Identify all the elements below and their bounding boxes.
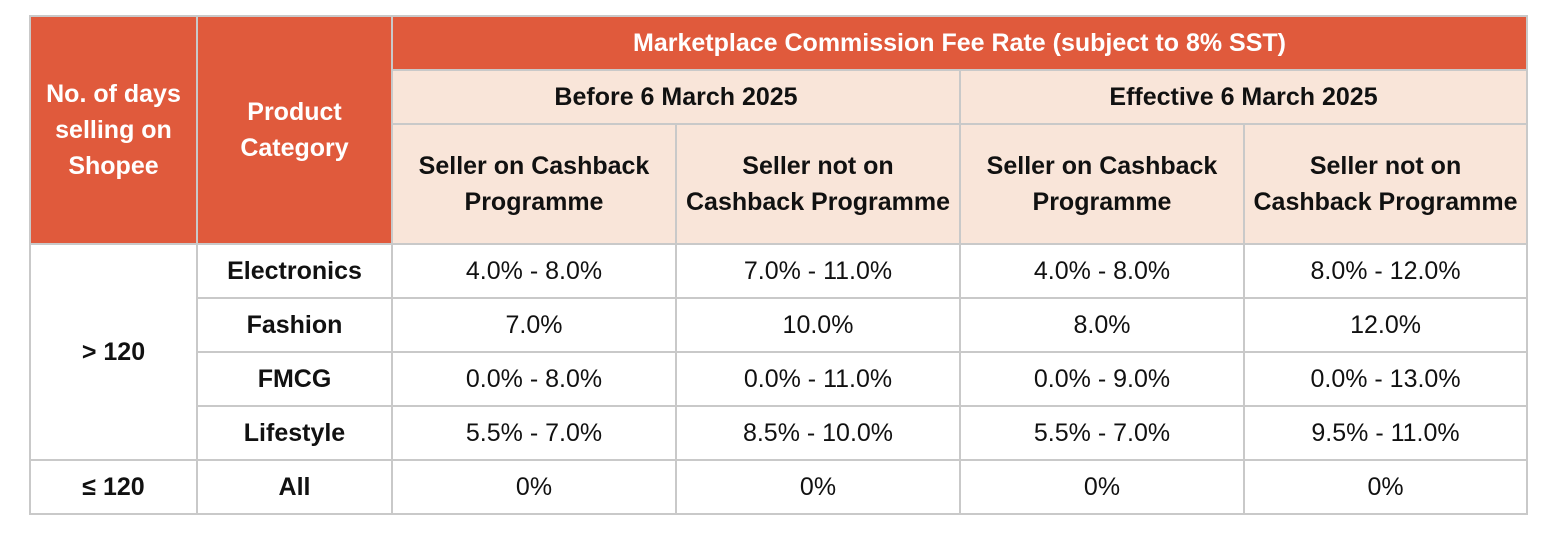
rate-cell: 4.0% - 8.0%	[959, 243, 1245, 299]
rate-cell: 8.0%	[959, 297, 1245, 353]
commission-rate-title: Marketplace Commission Fee Rate (subject…	[390, 15, 1529, 71]
table-row: ≤ 120 All 0% 0% 0% 0%	[29, 459, 1529, 515]
table-row: FMCG 0.0% - 8.0% 0.0% - 11.0% 0.0% - 9.0…	[30, 351, 1529, 407]
period-header-before: Before 6 March 2025	[391, 69, 961, 125]
rate-cell: 10.0%	[675, 297, 961, 353]
seller-type-header: Seller not on Cashback Programme	[675, 123, 961, 245]
period-header-effective: Effective 6 March 2025	[958, 69, 1529, 125]
days-group-label: > 120	[29, 243, 198, 461]
category-label: Electronics	[196, 243, 393, 299]
seller-type-header: Seller on Cashback Programme	[959, 123, 1245, 245]
rate-cell: 5.5% - 7.0%	[391, 405, 677, 461]
rate-cell: 4.0% - 8.0%	[391, 243, 677, 299]
rate-cell: 0.0% - 9.0%	[959, 351, 1245, 407]
seller-type-header: Seller on Cashback Programme	[391, 123, 677, 245]
product-category-header: Product Category	[196, 15, 393, 245]
category-label: Fashion	[196, 297, 393, 353]
table-row: Lifestyle 5.5% - 7.0% 8.5% - 10.0% 5.5% …	[30, 405, 1529, 461]
rate-cell: 5.5% - 7.0%	[959, 405, 1245, 461]
category-label: Lifestyle	[196, 405, 393, 461]
category-label: FMCG	[196, 351, 393, 407]
rate-cell: 0.0% - 8.0%	[391, 351, 677, 407]
rate-cell: 0%	[959, 459, 1245, 515]
rate-cell: 12.0%	[1242, 297, 1529, 353]
table-row: Fashion 7.0% 10.0% 8.0% 12.0%	[30, 297, 1529, 353]
rate-cell: 0%	[675, 459, 961, 515]
rate-cell: 7.0% - 11.0%	[675, 243, 961, 299]
rate-cell: 0.0% - 13.0%	[1242, 351, 1529, 407]
rate-cell: 9.5% - 11.0%	[1242, 405, 1529, 461]
rate-cell: 0%	[391, 459, 677, 515]
rate-cell: 8.5% - 10.0%	[675, 405, 961, 461]
commission-fee-table: No. of days selling on Shopee Product Ca…	[29, 15, 1529, 515]
days-selling-header: No. of days selling on Shopee	[29, 15, 198, 245]
rate-cell: 8.0% - 12.0%	[1242, 243, 1529, 299]
category-label: All	[196, 459, 393, 515]
rate-cell: 0.0% - 11.0%	[675, 351, 961, 407]
rate-cell: 7.0%	[391, 297, 677, 353]
table-row: > 120 Electronics 4.0% - 8.0% 7.0% - 11.…	[29, 243, 1529, 461]
rate-cell: 0%	[1242, 459, 1529, 515]
seller-type-header: Seller not on Cashback Programme	[1242, 123, 1529, 245]
days-group-label: ≤ 120	[29, 459, 198, 515]
